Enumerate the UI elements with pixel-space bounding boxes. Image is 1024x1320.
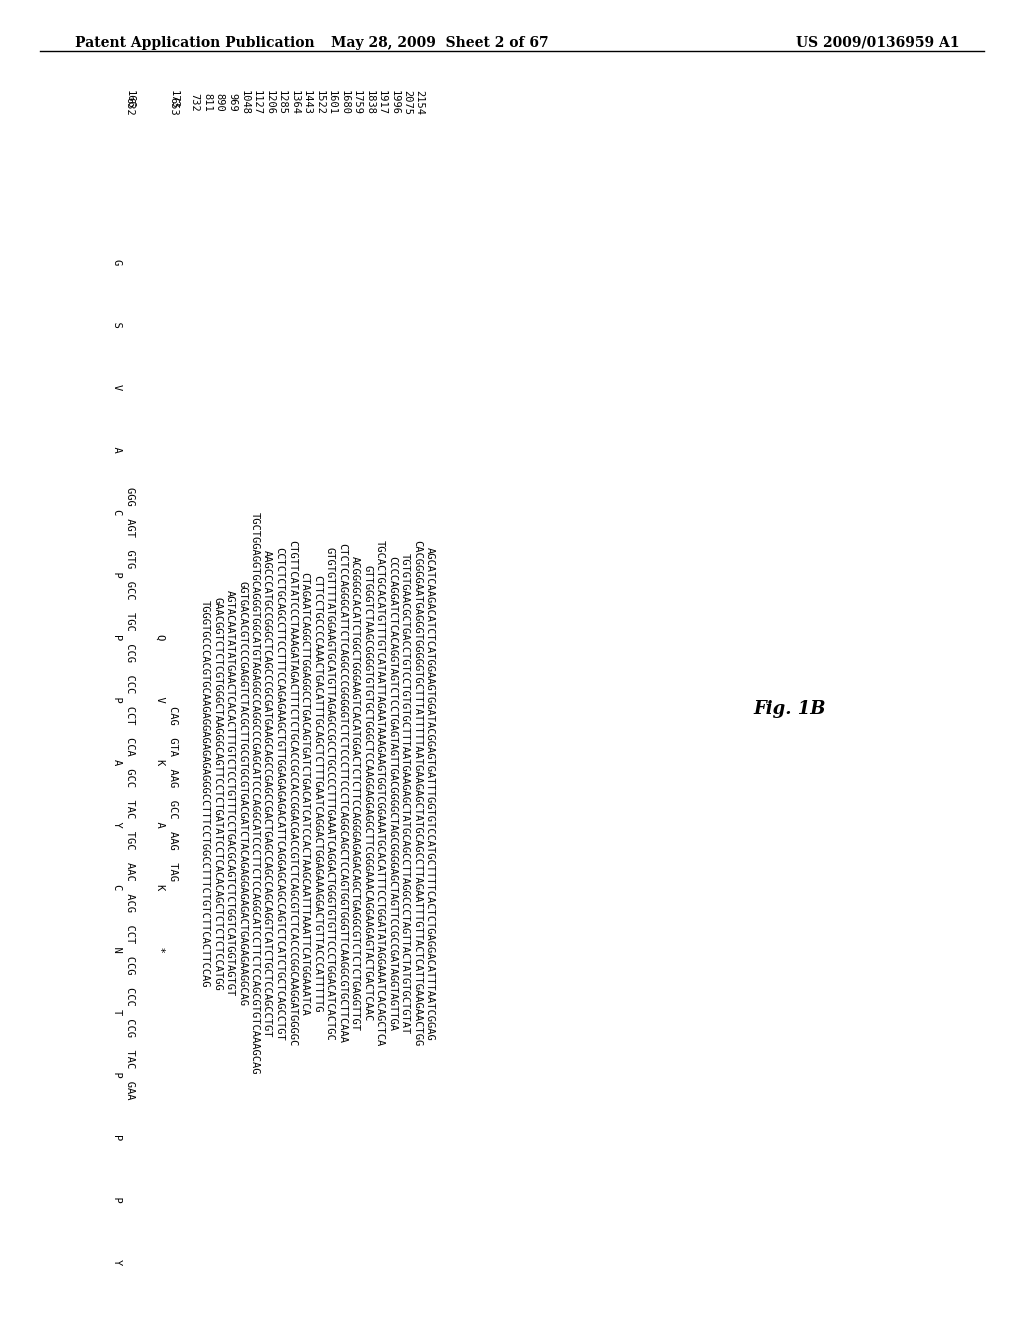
Text: May 28, 2009  Sheet 2 of 67: May 28, 2009 Sheet 2 of 67: [331, 36, 549, 50]
Text: 166: 166: [125, 90, 134, 108]
Text: ACGGGGCACATCTGGCTGGGAAGTCACATGGACTCTCTTCCAGGGAGAGACAGCTGAGGCGTCTCTCTGAGGTTGT: ACGGGGCACATCTGGCTGGGAAGTCACATGGACTCTCTTC…: [349, 556, 359, 1031]
Text: GGG  AGT  GTG  GCC  TGC  CCG  CCC  CCT  CCA  GCC  TAC  TGC  AAC  ACG  CCT  CCG  : GGG AGT GTG GCC TGC CCG CCC CCT CCA GCC …: [125, 487, 134, 1100]
Text: TGGGTGCCCACGTGCAAGAGGAGAGAGAGGGCCTTTCCTGGCCTTTCTGTCTTCACTTCCAG: TGGGTGCCCACGTGCAAGAGGAGAGAGAGGGCCTTTCCTG…: [200, 599, 210, 987]
Text: 2075: 2075: [402, 90, 412, 115]
Text: 732: 732: [189, 92, 200, 112]
Text: GGTGACACGTCCCGAGGTCTACGCTTGCGTGCGTGACGATCTACAGAGGAGAGACTGAGAGAAGGCAG: GGTGACACGTCCCGAGGTCTACGCTTGCGTGCGTGACGAT…: [237, 581, 247, 1006]
Text: 653: 653: [168, 98, 178, 116]
Text: 811: 811: [202, 92, 212, 112]
Text: 1601: 1601: [327, 90, 337, 115]
Text: CCCCAGGATCTCACAGGTAGTCTCCTGAGTAGTTGACGGGGCTAGCGGGGAGCTAGTTCCGCCGATAGGTAGTTGA: CCCCAGGATCTCACAGGTAGTCTCCTGAGTAGTTGACGGG…: [387, 556, 397, 1031]
Text: 1838: 1838: [365, 90, 375, 115]
Text: 1364: 1364: [290, 90, 299, 115]
Text: 1127: 1127: [252, 90, 262, 115]
Text: Fig. 1B: Fig. 1B: [754, 700, 826, 718]
Text: TGCTGGAGGTGCAGGGTGGCATGTAGAGGCCAGGCCCGAGCATCCCAGGCATCCCTTCTCCAGGCATCCTTCTCCAGCGT: TGCTGGAGGTGCAGGGTGGCATGTAGAGGCCAGGCCCGAG…: [250, 512, 259, 1074]
Text: 969: 969: [227, 92, 237, 112]
Text: GTTGGGTCTAAGCGGGGTGTGTGCTGGGCTCCAAGGAGGAGGCTTCGGGAAACAGGAAGAGTACTGACTCAAC: GTTGGGTCTAAGCGGGGTGTGTGCTGGGCTCCAAGGAGGA…: [362, 565, 372, 1022]
Text: CACGGGGAATGAGGGTGGGGGTGCTTTATTTTTAATGAAGAGCTATGCAGCCTTAGAATTTGTTACTCATTGAAGAACTG: CACGGGGAATGAGGGTGGGGGTGCTTTATTTTTAATGAAG…: [412, 540, 422, 1047]
Text: 1759: 1759: [352, 90, 362, 115]
Text: 1206: 1206: [264, 90, 274, 115]
Text: 1285: 1285: [278, 90, 287, 115]
Text: Q         V         K         A         K         *: Q V K A K *: [156, 634, 166, 953]
Text: Patent Application Publication: Patent Application Publication: [75, 36, 314, 50]
Text: CTTCCTGCCCCAAACTGACATTTGCAGCTCTTTGAATCAGGACTGGAGAAAGGACTGTTACCCATTTTTG: CTTCCTGCCCCAAACTGACATTTGCAGCTCTTTGAATCAG…: [312, 574, 322, 1012]
Text: CTCTCCAGGGCATTCTCAGGCCCGGGGGTCTCTCCCTTCCCTCAGGCAGCTCCAGTGGTGGGTTCAAGGCGTGCTTCAAA: CTCTCCAGGGCATTCTCAGGCCCGGGGGTCTCTCCCTTCC…: [337, 544, 347, 1044]
Text: 1443: 1443: [302, 90, 312, 115]
Text: 1917: 1917: [377, 90, 387, 115]
Text: AGCATCAAGACATCTCATGGAAGTGGATACGGAGTGATTTGGTGTCCATGCTTTTCACTCTGAGGACATTTAATCGGAG: AGCATCAAGACATCTCATGGAAGTGGATACGGAGTGATTT…: [425, 546, 434, 1040]
Text: 1048: 1048: [240, 90, 250, 115]
Text: 1522: 1522: [314, 90, 325, 115]
Text: TGTGTGAACGCTGACCTGTCCTGTGTGCTTTAATGAAGAGCTATGCAGCCTTAGGCCCTAGTTACTATGTGCTGTAT: TGTGTGAACGCTGACCTGTCCTGTGTGCTTTAATGAAGAG…: [399, 553, 410, 1034]
Text: 1680: 1680: [340, 90, 349, 115]
Text: US 2009/0136959 A1: US 2009/0136959 A1: [797, 36, 961, 50]
Text: 2154: 2154: [415, 90, 425, 115]
Text: CAG  GTA  AAG  GCC  AAG  TAG: CAG GTA AAG GCC AAG TAG: [168, 706, 178, 880]
Text: CTAGAATCAGGCTTGGAGGCCTGACAGTGATCTGACATCATCCACTAAGCAATTTAAATTCATGGAAATCA: CTAGAATCAGGCTTGGAGGCCTGACAGTGATCTGACATCA…: [299, 572, 309, 1015]
Text: AAGCCCATGCCGGGCTCAGCCCGCGATGAAGCAGCCGAGCCGACTGAGCCAGCCAGCAGGTCATCTGCTCCAGCCTGT: AAGCCCATGCCGGGCTCAGCCCGCGATGAAGCAGCCGAGC…: [262, 549, 272, 1038]
Text: 890: 890: [214, 92, 224, 112]
Text: 173: 173: [168, 90, 178, 108]
Text: 1996: 1996: [389, 90, 399, 115]
Text: CTGTTCATATCCCTAAAGATAGACTTTCTCTGCACCGCCACCGGACGACCGTCTCAGCGTCTCACCCGGCAAGGATGGGG: CTGTTCATATCCCTAAAGATAGACTTTCTCTGCACCGCCA…: [287, 540, 297, 1047]
Text: AGTACAATATATGAACTCACACTTTGTCTCCTGTTTCCTGACGCAGTCTCTGGTCATGGTAGTGT: AGTACAATATATGAACTCACACTTTGTCTCCTGTTTCCTG…: [224, 590, 234, 997]
Text: CCTCTCTGCAGCCTTCCTTTCCAGAGAAGCTGTTGGAGAGAGACATTCAGGAGCAGCCAGTCTCATCTGCTCAGCCTGT: CCTCTCTGCAGCCTTCCTTTCCAGAGAAGCTGTTGGAGAG…: [274, 546, 285, 1040]
Text: GTGTGTTTTATGGAAGTGCATGTTAGAGCCGCCTGCCCCTTTGAAATCAGGACTGGGTGTGTTCCCTGGACATCACTGC: GTGTGTTTTATGGAAGTGCATGTTAGAGCCGCCTGCCCCT…: [325, 546, 335, 1040]
Text: G         S         V         A         C         P         P         P         : G S V A C P P P: [112, 259, 122, 1320]
Text: TGCACTGCACATGTTTGTCATAATTAGAATAAAGAAGTGGTCGGAAATGCACATTTCCTGGATATAGGAAATCACAGCTC: TGCACTGCACATGTTTGTCATAATTAGAATAAAGAAGTGG…: [375, 540, 384, 1047]
Text: GAACGGTCTCTCGTGGGCTAAGGGCAGTTCCTCTGATATCCTCACACAGCTCTCTCTCCATGG: GAACGGTCTCTCGTGGGCTAAGGGCAGTTCCTCTGATATC…: [212, 597, 222, 990]
Text: 632: 632: [125, 98, 134, 116]
